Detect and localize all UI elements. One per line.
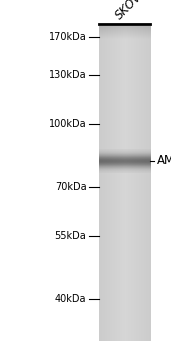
Text: SKOV3: SKOV3 [113,0,150,22]
Text: 100kDa: 100kDa [49,119,86,129]
Text: 130kDa: 130kDa [49,70,86,80]
Text: 40kDa: 40kDa [55,294,86,304]
Text: AMFR: AMFR [157,154,171,168]
Text: 55kDa: 55kDa [55,231,86,241]
Text: 170kDa: 170kDa [49,32,86,42]
Text: 70kDa: 70kDa [55,182,86,192]
